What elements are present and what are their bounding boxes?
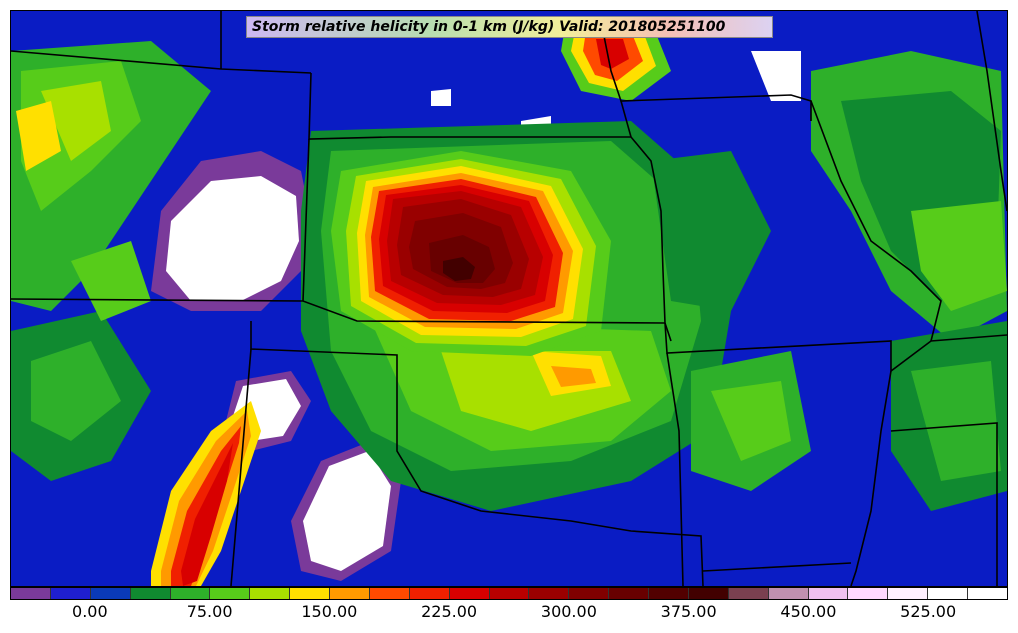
- colorbar-tick-label: 450.00: [780, 602, 837, 621]
- north-maximum: [561, 21, 671, 101]
- colorbar-segment: [529, 588, 570, 599]
- colorbar-segment: [210, 588, 251, 599]
- colorbar-tick-label: 150.00: [301, 602, 358, 621]
- colorbar-segment: [250, 588, 291, 599]
- colorbar-segment: [330, 588, 370, 599]
- colorbar-segment: [11, 588, 51, 599]
- colorbar-segment: [609, 588, 649, 599]
- colorbar-segment: [649, 588, 689, 599]
- eastern-field: [651, 51, 1007, 511]
- colorbar-segment: [888, 588, 929, 599]
- high-helicity-core: [331, 151, 611, 356]
- colorbar-tick-label: 75.00: [186, 602, 233, 621]
- colorbar-tick-label: 525.00: [900, 602, 957, 621]
- colorbar-segment: [768, 588, 809, 599]
- colorbar-tick-label: 300.00: [540, 602, 597, 621]
- colorbar-tick-label: 0.00: [72, 602, 108, 621]
- colorbar-tick-label: 375.00: [660, 602, 717, 621]
- west-terrain-field: [11, 41, 211, 481]
- colorbar-segment: [290, 588, 330, 599]
- colorbar: [10, 587, 1008, 600]
- helicity-field-map: [11, 11, 1007, 586]
- colorbar-segment: [90, 588, 131, 599]
- state-borders: [11, 11, 1007, 586]
- colorbar-segment: [489, 588, 530, 599]
- colorbar-segment: [968, 588, 1007, 599]
- colorbar-segment: [130, 588, 171, 599]
- colorbar-segment: [369, 588, 410, 599]
- colorbar-segment: [928, 588, 968, 599]
- map-plot-area: [10, 10, 1008, 587]
- southwest-streak: [151, 401, 261, 586]
- colorbar-segment: [170, 588, 211, 599]
- colorbar-segment: [449, 588, 490, 599]
- colorbar-segment: [808, 588, 849, 599]
- colorbar-segment: [409, 588, 450, 599]
- colorbar-segment: [688, 588, 729, 599]
- colorbar-segment: [728, 588, 769, 599]
- colorbar-tick-label: 225.00: [421, 602, 478, 621]
- colorbar-tick-labels: 0.00 75.00 150.00 225.00 300.00 375.00 450.00 5…: [0, 602, 1018, 626]
- map-title: Storm relative helicity in 0-1 km (J/kg)…: [246, 16, 773, 38]
- colorbar-segment: [569, 588, 610, 599]
- colorbar-segment: [848, 588, 889, 599]
- colorbar-segment: [50, 588, 91, 599]
